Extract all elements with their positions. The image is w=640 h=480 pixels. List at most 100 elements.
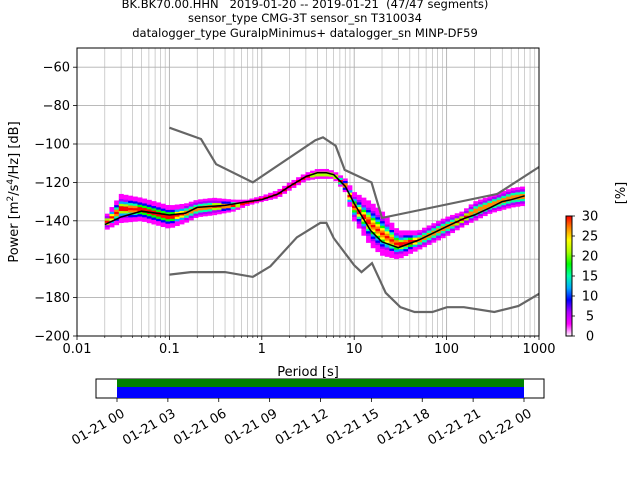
pdf-cell bbox=[492, 196, 497, 200]
pdf-cell bbox=[212, 200, 218, 204]
pdf-cell bbox=[422, 230, 428, 233]
pdf-cell bbox=[366, 212, 372, 215]
pdf-cell bbox=[170, 225, 176, 228]
pdf-cell bbox=[160, 215, 166, 218]
pdf-cell bbox=[408, 251, 414, 254]
pdf-cell bbox=[496, 208, 502, 212]
pdf-cell bbox=[170, 222, 176, 226]
pdf-cell bbox=[417, 244, 423, 248]
pdf-cell bbox=[268, 192, 274, 196]
pdf-cell bbox=[492, 207, 497, 211]
y-tick-label: −200 bbox=[34, 330, 70, 345]
pdf-cell bbox=[403, 232, 409, 236]
pdf-cell bbox=[104, 218, 110, 221]
pdf-cell bbox=[128, 207, 134, 211]
pdf-cell bbox=[202, 200, 208, 204]
pdf-cell bbox=[258, 199, 264, 203]
pdf-cell bbox=[151, 203, 157, 207]
pdf-cell bbox=[118, 220, 124, 224]
pdf-cell bbox=[417, 246, 423, 250]
pdf-cell bbox=[454, 215, 460, 219]
pdf-cell bbox=[380, 237, 386, 240]
pdf-cell bbox=[403, 253, 409, 257]
pdf-cell bbox=[165, 225, 171, 229]
pdf-cell bbox=[226, 205, 232, 209]
pdf-cell bbox=[356, 199, 362, 203]
pdf-cell bbox=[380, 232, 386, 236]
pdf-cell bbox=[422, 234, 428, 238]
pdf-cell bbox=[338, 181, 344, 185]
pdf-cell bbox=[114, 211, 120, 215]
pdf-cell bbox=[473, 203, 479, 207]
pdf-cell bbox=[394, 254, 400, 257]
pdf-cell bbox=[352, 198, 358, 202]
pdf-cell bbox=[366, 230, 372, 234]
pdf-cell bbox=[240, 202, 246, 206]
pdf-cell bbox=[389, 252, 395, 256]
pdf-cell bbox=[450, 219, 456, 222]
pdf-cell bbox=[132, 210, 138, 213]
pdf-cell bbox=[216, 202, 222, 206]
pdf-cell bbox=[244, 199, 250, 202]
pdf-cell bbox=[151, 219, 157, 223]
colorbar-tick-label: 10 bbox=[582, 290, 599, 305]
pdf-cell bbox=[412, 230, 418, 234]
timeline-data-bar bbox=[117, 387, 524, 398]
pdf-cell bbox=[170, 220, 176, 224]
pdf-cell bbox=[492, 201, 497, 204]
pdf-cell bbox=[207, 211, 213, 214]
y-tick-label: −160 bbox=[34, 253, 70, 268]
pdf-cell bbox=[114, 209, 120, 212]
pdf-cell bbox=[431, 223, 437, 226]
pdf-cell bbox=[366, 214, 372, 218]
pdf-cell bbox=[520, 196, 525, 199]
pdf-cell bbox=[104, 224, 110, 228]
pdf-cell bbox=[104, 213, 110, 217]
pdf-cell bbox=[146, 206, 152, 210]
pdf-cell bbox=[398, 244, 404, 247]
y-axis-label-part-1: Power [m bbox=[7, 201, 22, 262]
pdf-cell bbox=[492, 209, 497, 213]
pdf-cell bbox=[487, 200, 493, 204]
pdf-cell bbox=[459, 222, 465, 226]
pdf-cell bbox=[440, 225, 446, 229]
chart-title-line-1: BK.BK70.00.HHN 2019-01-20 -- 2019-01-21 … bbox=[121, 0, 489, 11]
pdf-cell bbox=[347, 197, 353, 200]
pdf-cell bbox=[394, 251, 400, 255]
y-tick-label: −140 bbox=[34, 214, 70, 229]
pdf-cell bbox=[258, 196, 264, 199]
pdf-cell bbox=[268, 197, 274, 200]
pdf-cell bbox=[426, 232, 432, 236]
pdf-cell bbox=[216, 200, 222, 204]
pdf-cell bbox=[366, 219, 372, 222]
pdf-cell bbox=[510, 202, 516, 205]
pdf-cell bbox=[146, 204, 152, 208]
pdf-cell bbox=[384, 217, 390, 220]
pdf-cell bbox=[464, 208, 470, 211]
pdf-cell bbox=[426, 225, 432, 229]
pdf-cell bbox=[375, 244, 381, 248]
pdf-cell bbox=[193, 202, 199, 205]
pdf-cell bbox=[482, 200, 488, 203]
pdf-cell bbox=[422, 239, 428, 243]
pdf-cell bbox=[333, 174, 339, 177]
pdf-cell bbox=[104, 227, 110, 230]
pdf-cell bbox=[440, 230, 446, 234]
pdf-cell bbox=[151, 201, 157, 204]
pdf-cell bbox=[356, 216, 362, 220]
pdf-cell bbox=[506, 205, 511, 209]
pdf-cell bbox=[384, 244, 390, 248]
pdf-cell bbox=[198, 203, 204, 207]
pdf-cell bbox=[501, 190, 507, 194]
pdf-cell bbox=[450, 223, 456, 227]
pdf-cell bbox=[188, 217, 194, 221]
pdf-cell bbox=[104, 215, 110, 219]
pdf-cell bbox=[324, 176, 330, 179]
pdf-cell bbox=[431, 235, 437, 238]
pdf-cell bbox=[370, 236, 376, 239]
pdf-cell bbox=[300, 174, 306, 178]
pdf-cell bbox=[398, 253, 404, 256]
pdf-cell bbox=[394, 246, 400, 250]
pdf-cell bbox=[431, 230, 437, 234]
pdf-cell bbox=[464, 220, 470, 223]
